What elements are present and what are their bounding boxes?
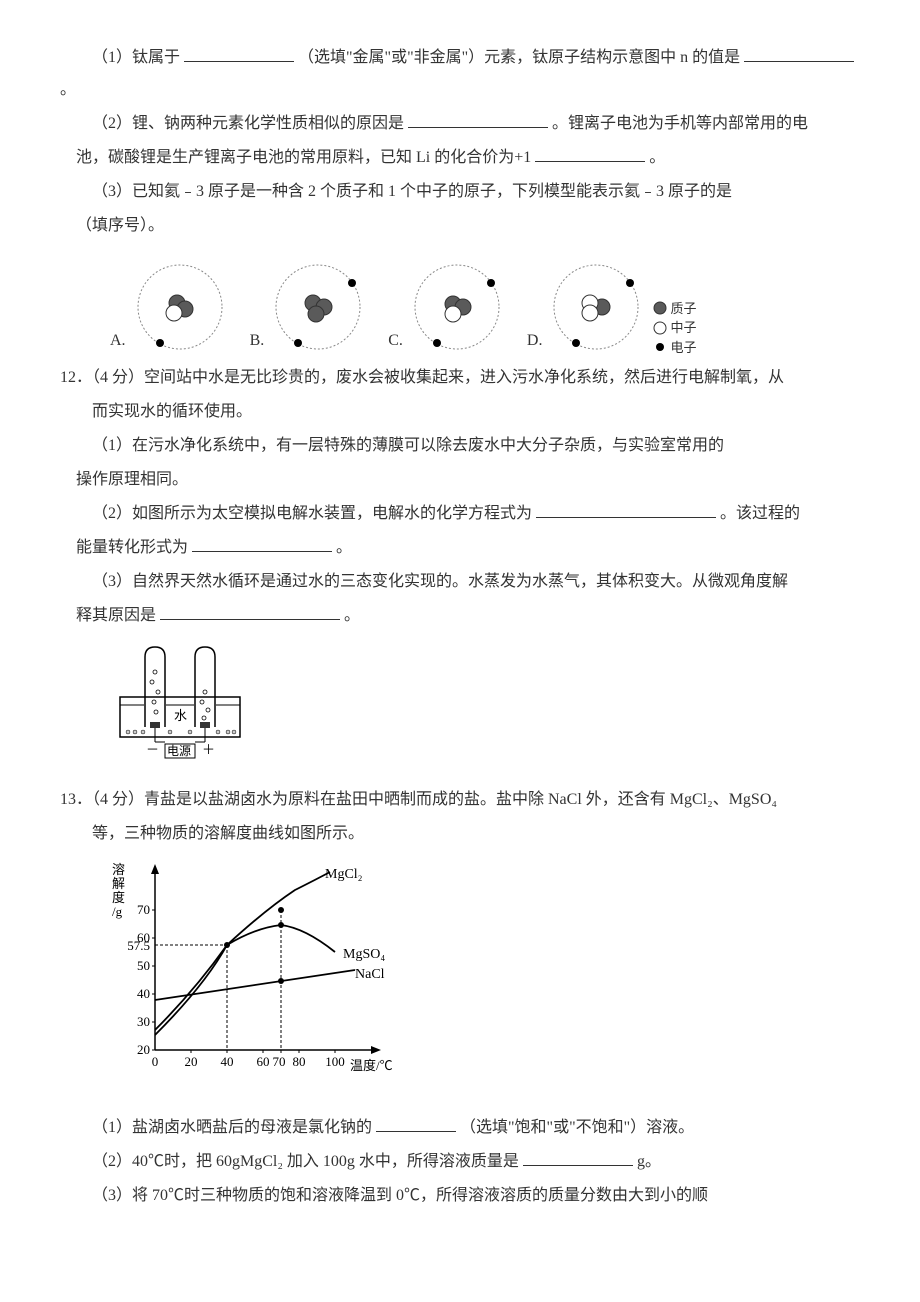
q11-p1-text-a: （1）钛属于 (92, 49, 184, 66)
q11-part2-line2: 池，碳酸锂是生产锂离子电池的常用原料，已知 Li 的化合价为+1 。 (60, 142, 860, 174)
legend-neutron: 中子 (670, 318, 696, 338)
svg-text:50: 50 (137, 958, 150, 973)
q13-part3: （3）将 70℃时三种物质的饱和溶液降温到 0℃，所得溶液溶质的质量分数由大到小… (60, 1180, 860, 1212)
label-c: C. (388, 325, 403, 357)
plus-label: ＋ (202, 742, 215, 757)
x-axis-label: 温度/℃ (350, 1058, 393, 1073)
q12-part2-line2: 能量转化形式为 。 (60, 532, 860, 564)
q13-p1-text-b: （选填"饱和"或"不饱和"）溶液。 (460, 1119, 694, 1136)
q11-p1-text-c: 。 (60, 81, 76, 98)
blank-metal-type[interactable] (184, 46, 294, 62)
svg-text:80: 80 (293, 1054, 306, 1069)
nacl-label: NaCl (355, 967, 385, 982)
q11-p3-text-b: 。 (649, 149, 665, 166)
atom-c-svg (407, 257, 507, 357)
y-axis-label-1: 溶 (112, 862, 125, 877)
atom-b-svg (268, 257, 368, 357)
atom-option-d[interactable]: D. 质子 中子 电子 (527, 257, 697, 357)
svg-text:60: 60 (257, 1054, 270, 1069)
q11-part1: （1）钛属于 （选填"金属"或"非金属"）元素，钛原子结构示意图中 n 的值是 … (60, 42, 860, 106)
blank-saturated[interactable] (376, 1116, 456, 1132)
atom-d-svg (546, 257, 646, 357)
svg-text:20: 20 (137, 1042, 150, 1057)
q13-part2: （2）40℃时，把 60gMgCl₂ 加入 100g 水中，所得溶液质量是 g。 (60, 1146, 860, 1178)
blank-li-na-reason[interactable] (408, 112, 548, 128)
q12-part1-line1: （1）在污水净化系统中，有一层特殊的薄膜可以除去废水中大分子杂质，与实验室常用的 (60, 430, 860, 462)
mgso4-label: MgSO₄ (343, 947, 385, 962)
atom-diagram-row: A. B. C. D. (110, 257, 860, 357)
blank-micro-reason[interactable] (160, 604, 340, 620)
atom-option-c[interactable]: C. (388, 257, 507, 357)
q12-part3-line2: 释其原因是 。 (60, 600, 860, 632)
mgcl2-label: MgCl₂ (325, 867, 363, 882)
q12-part1-line2: 操作原理相同。 (60, 464, 860, 496)
q12-heading: 12．（4 分）空间站中水是无比珍贵的，废水会被收集起来，进入污水净化系统，然后… (60, 362, 860, 394)
blank-solution-mass[interactable] (523, 1150, 633, 1166)
solubility-chart: 20 30 40 50 57.5 60 70 0 20 40 60 70 80 … (110, 860, 410, 1090)
atom-option-a[interactable]: A. (110, 257, 230, 357)
atom-a-svg (130, 257, 230, 357)
svg-text:40: 40 (137, 986, 150, 1001)
q12-p2-text-b: 。该过程的 (720, 505, 800, 522)
svg-text:30: 30 (137, 1014, 150, 1029)
q12-part3-line1: （3）自然界天然水循环是通过水的三态变化实现的。水蒸发为水蒸气，其体积变大。从微… (60, 566, 860, 598)
svg-text:0: 0 (152, 1054, 159, 1069)
q12-p5-text-b: 。 (344, 607, 360, 624)
atom-legend: 质子 中子 电子 (652, 299, 696, 358)
legend-proton: 质子 (670, 299, 696, 319)
y-axis-label-2: 解 (112, 876, 125, 891)
power-label: 电源 (167, 744, 191, 758)
y-axis-label-3: 度 (112, 890, 125, 905)
q11-p1-text-b: （选填"金属"或"非金属"）元素，钛原子结构示意图中 n 的值是 (298, 49, 744, 66)
q13-p2-text-a: （2）40℃时，把 60gMgCl₂ 加入 100g 水中，所得溶液质量是 (92, 1153, 523, 1170)
label-b: B. (250, 325, 265, 357)
svg-text:60: 60 (137, 930, 150, 945)
svg-text:70: 70 (273, 1054, 286, 1069)
q12-heading2: 而实现水的循环使用。 (60, 396, 860, 428)
q12-p3-text-b: 。 (336, 539, 352, 556)
q11-p3-text-a: 池，碳酸锂是生产锂离子电池的常用原料，已知 Li 的化合价为+1 (76, 149, 531, 166)
q13-heading2: 等，三种物质的溶解度曲线如图所示。 (60, 818, 860, 850)
label-a: A. (110, 325, 126, 357)
q11-p2-text-a: （2）锂、钠两种元素化学性质相似的原因是 (92, 115, 408, 132)
minus-label: － (146, 742, 159, 757)
y-axis-label-4: /g (112, 904, 123, 919)
q13-part1: （1）盐湖卤水晒盐后的母液是氯化钠的 （选填"饱和"或"不饱和"）溶液。 (60, 1112, 860, 1144)
atom-option-b[interactable]: B. (250, 257, 369, 357)
q11-part3-line2: （填序号）。 (60, 210, 860, 242)
q12-p5-text-a: 释其原因是 (76, 607, 160, 624)
svg-text:100: 100 (325, 1054, 345, 1069)
q11-part3-line1: （3）已知氦﹣3 原子是一种含 2 个质子和 1 个中子的原子，下列模型能表示氦… (60, 176, 860, 208)
svg-text:40: 40 (221, 1054, 234, 1069)
svg-text:70: 70 (137, 902, 150, 917)
q13-p2-text-b: g。 (637, 1153, 661, 1170)
legend-electron: 电子 (670, 338, 696, 358)
q12-p3-text-a: 能量转化形式为 (76, 539, 192, 556)
blank-n-value[interactable] (744, 46, 854, 62)
q12-part2-line1: （2）如图所示为太空模拟电解水装置，电解水的化学方程式为 。该过程的 (60, 498, 860, 530)
q11-p2-text-b: 。锂离子电池为手机等内部常用的电 (552, 115, 808, 132)
q12-p2-text-a: （2）如图所示为太空模拟电解水装置，电解水的化学方程式为 (92, 505, 536, 522)
q13-heading: 13．（4 分）青盐是以盐湖卤水为原料在盐田中晒制而成的盐。盐中除 NaCl 外… (60, 784, 860, 816)
blank-electrolysis-eq[interactable] (536, 502, 716, 518)
electrolysis-device: 水 － 电源 ＋ (110, 642, 260, 762)
water-label: 水 (174, 708, 187, 723)
svg-text:20: 20 (185, 1054, 198, 1069)
q13-p1-text-a: （1）盐湖卤水晒盐后的母液是氯化钠的 (92, 1119, 376, 1136)
q11-part2-line1: （2）锂、钠两种元素化学性质相似的原因是 。锂离子电池为手机等内部常用的电 (60, 108, 860, 140)
blank-energy-form[interactable] (192, 536, 332, 552)
blank-li-valence[interactable] (535, 146, 645, 162)
label-d: D. (527, 325, 543, 357)
